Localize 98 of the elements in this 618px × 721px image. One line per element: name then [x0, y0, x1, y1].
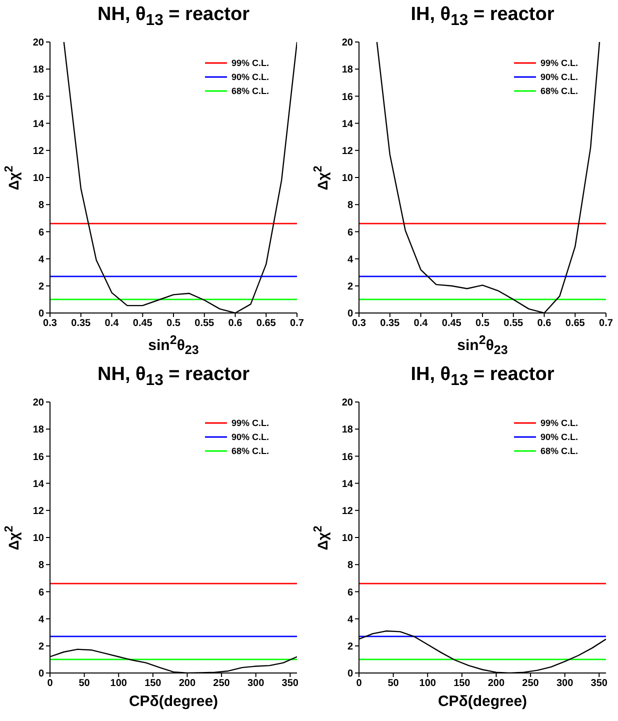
y-tick-label: 12 — [342, 506, 354, 517]
y-tick-label: 4 — [347, 254, 354, 266]
x-tick-label: 0 — [47, 678, 54, 690]
y-tick-label: 18 — [342, 64, 354, 76]
x-tick-label: 200 — [488, 678, 505, 690]
y-tick-label: 16 — [342, 452, 354, 463]
y-tick-label: 8 — [347, 200, 354, 212]
y-tick-label: 14 — [342, 478, 354, 490]
y-tick-label: 20 — [342, 398, 354, 409]
legend-label: 99% C.L. — [231, 418, 269, 428]
x-tick-label: 0.3 — [352, 318, 366, 330]
x-tick-label: 250 — [213, 678, 230, 690]
y-tick-label: 10 — [32, 173, 44, 184]
x-tick-label: 0.4 — [104, 318, 120, 330]
x-tick-label: 0.45 — [132, 318, 153, 330]
x-tick-label: 0.55 — [504, 318, 524, 330]
y-tick-label: 18 — [32, 64, 44, 76]
y-tick-label: 0 — [347, 668, 354, 680]
y-tick-label: 4 — [38, 254, 44, 266]
y-tick-label: 2 — [38, 641, 44, 652]
x-tick-label: 0 — [356, 678, 362, 690]
legend-label: 68% C.L. — [231, 86, 269, 96]
x-tick-label: 0.35 — [380, 318, 400, 330]
legend-label: 90% C.L. — [540, 432, 578, 442]
legend-label: 99% C.L. — [540, 418, 578, 428]
legend-label: 68% C.L. — [540, 446, 578, 456]
x-tick-label: 0.5 — [166, 318, 181, 330]
x-axis-title: CPδ(degree) — [128, 693, 220, 710]
x-tick-label: 250 — [522, 678, 540, 690]
x-tick-label: 100 — [110, 678, 128, 690]
chart-title: IH, θ$_{13}$ = reactor — [410, 4, 556, 30]
y-tick-label: 16 — [32, 92, 44, 103]
x-tick-label: 350 — [590, 678, 608, 690]
x-tick-label: 0.7 — [290, 318, 304, 330]
y-tick-label: 6 — [38, 587, 44, 598]
y-tick-label: 0 — [38, 668, 44, 680]
x-tick-label: 50 — [388, 678, 400, 690]
x-tick-label: 0.6 — [228, 318, 243, 330]
y-tick-label: 0 — [38, 308, 44, 320]
y-tick-label: 10 — [342, 173, 354, 184]
y-tick-label: 4 — [347, 614, 354, 626]
x-tick-label: 0.6 — [537, 318, 552, 330]
legend-label: 68% C.L. — [540, 86, 578, 96]
x-tick-label: 50 — [78, 678, 90, 690]
x-tick-label: 0.45 — [442, 318, 462, 330]
y-tick-label: 2 — [38, 281, 44, 292]
legend-label: 99% C.L. — [540, 58, 578, 68]
y-tick-label: 14 — [342, 118, 354, 130]
y-tick-label: 2 — [347, 641, 354, 652]
x-tick-label: 350 — [282, 678, 299, 690]
chart-title: NH, θ$_{13}$ = reactor — [96, 364, 250, 390]
y-tick-label: 12 — [32, 506, 44, 517]
y-tick-label: 8 — [347, 560, 354, 572]
legend-label: 90% C.L. — [231, 72, 269, 82]
x-axis-title: sin$^{2}$θ$_{23}$ — [456, 333, 509, 357]
x-axis-title: sin$^{2}$θ$_{23}$ — [147, 333, 200, 357]
y-tick-label: 16 — [342, 92, 354, 103]
x-tick-label: 300 — [247, 678, 265, 690]
legend-label: 99% C.L. — [231, 58, 269, 68]
y-tick-label: 10 — [342, 533, 354, 544]
chart-title: NH, θ$_{13}$ = reactor — [96, 4, 250, 30]
y-tick-label: 16 — [32, 452, 44, 463]
x-tick-label: 0.65 — [256, 318, 276, 330]
y-tick-label: 14 — [32, 118, 44, 130]
y-tick-label: 12 — [342, 146, 354, 157]
x-tick-label: 300 — [556, 678, 574, 690]
x-tick-label: 150 — [454, 678, 471, 690]
legend-label: 90% C.L. — [231, 432, 269, 442]
y-tick-label: 4 — [38, 614, 44, 626]
x-tick-label: 0.5 — [476, 318, 490, 330]
x-tick-label: 200 — [178, 678, 196, 690]
y-tick-label: 6 — [38, 227, 44, 238]
y-tick-label: 10 — [32, 533, 44, 544]
x-tick-label: 0.65 — [565, 318, 586, 330]
x-tick-label: 0.55 — [194, 318, 215, 330]
y-tick-label: 8 — [38, 560, 44, 572]
y-tick-label: 20 — [32, 398, 44, 409]
x-tick-label: 0.4 — [414, 318, 428, 330]
x-axis-title: CPδ(degree) — [436, 693, 528, 710]
legend-label: 90% C.L. — [540, 72, 578, 82]
y-tick-label: 20 — [32, 38, 44, 49]
legend-label: 68% C.L. — [231, 446, 269, 456]
x-tick-label: 0.7 — [599, 318, 614, 330]
y-tick-label: 18 — [342, 424, 354, 436]
x-tick-label: 150 — [144, 678, 162, 690]
y-tick-label: 20 — [342, 38, 354, 49]
y-tick-label: 8 — [38, 200, 44, 212]
y-tick-label: 14 — [32, 478, 44, 490]
x-tick-label: 100 — [419, 678, 436, 690]
y-tick-label: 18 — [32, 424, 44, 436]
y-tick-label: 12 — [32, 146, 44, 157]
x-tick-label: 0.3 — [43, 318, 58, 330]
y-tick-label: 0 — [347, 308, 354, 320]
y-tick-label: 6 — [347, 227, 354, 238]
y-tick-label: 2 — [347, 281, 354, 292]
chart-title: IH, θ$_{13}$ = reactor — [410, 364, 556, 390]
y-tick-label: 6 — [347, 587, 354, 598]
x-tick-label: 0.35 — [71, 318, 92, 330]
